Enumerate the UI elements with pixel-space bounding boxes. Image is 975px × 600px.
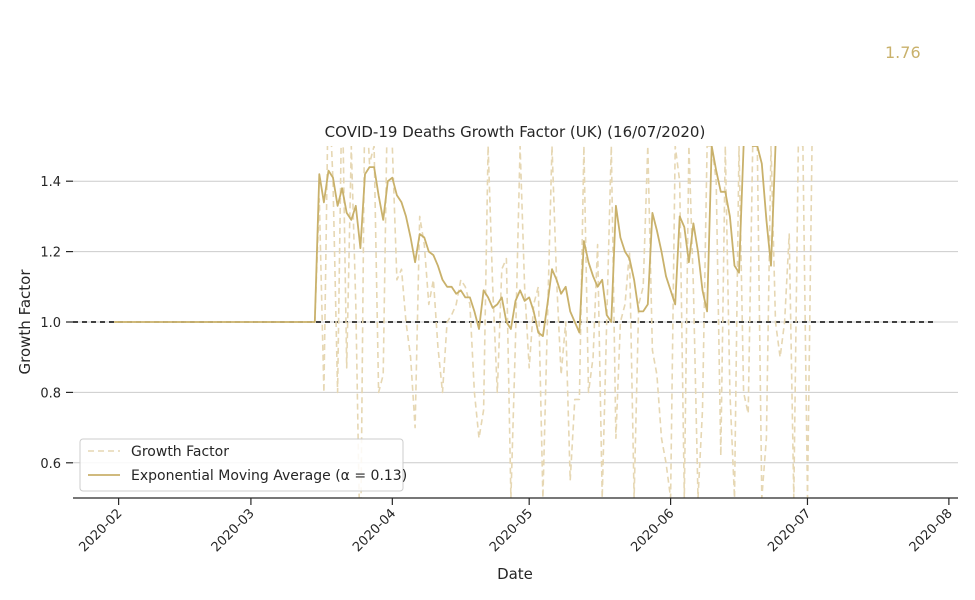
value-annotation: 1.76 [885,43,921,62]
series-line-ema [114,146,777,337]
y-tick-label: 1.4 [40,175,61,190]
axes: 0.6 0.8 1.0 1.2 1.4 2020-02 2020-03 2020-04 2020… [40,175,958,555]
legend: Growth Factor Exponential Moving Average… [79,438,407,492]
y-tick-label: 0.6 [40,457,61,472]
x-tick-label: 2020-04 [350,506,399,555]
x-tick-label: 2020-06 [628,506,677,555]
x-tick-label: 2020-05 [487,506,536,555]
x-axis-label: Date [497,565,533,583]
x-tick-label: 2020-03 [209,506,258,555]
series-group [114,146,813,498]
x-tick-label: 2020-08 [907,506,956,555]
y-tick-label: 1.2 [40,246,61,261]
chart-title: COVID-19 Deaths Growth Factor (UK) (16/0… [325,123,706,141]
y-tick-label: 0.8 [40,386,61,401]
x-tick-label: 2020-07 [765,506,814,555]
legend-label-growth-factor: Growth Factor [131,444,229,460]
y-tick-label: 1.0 [40,316,61,331]
x-tick-label: 2020-02 [76,506,125,555]
y-axis-label: Growth Factor [16,269,34,375]
legend-box [79,438,404,492]
legend-label-ema: Exponential Moving Average (α = 0.13) [131,468,407,484]
